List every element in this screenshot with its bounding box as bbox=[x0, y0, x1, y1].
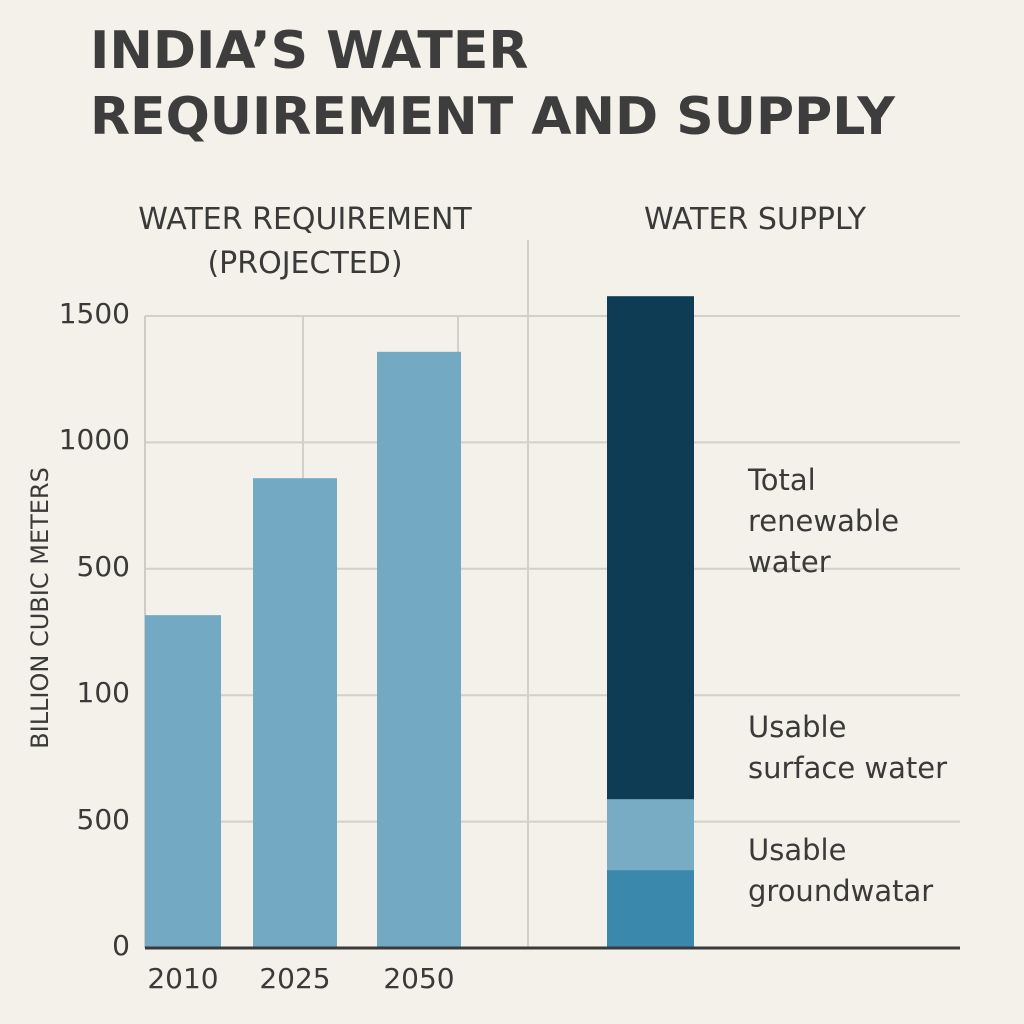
x-tick-label: 2025 bbox=[259, 962, 331, 995]
y-tick-label: 100 bbox=[76, 676, 130, 710]
x-tick-label: 2010 bbox=[147, 962, 219, 995]
bar bbox=[377, 351, 461, 948]
bar-segment bbox=[607, 870, 694, 948]
bar-segment bbox=[607, 799, 694, 871]
chart-title: INDIA’S WATER REQUIREMENT AND SUPPLY bbox=[90, 21, 895, 147]
x-tick-label: 2050 bbox=[383, 962, 455, 995]
legend-label: Usable groundwatar bbox=[748, 833, 934, 908]
y-tick-label: 1500 bbox=[58, 297, 130, 330]
y-tick-label: 500 bbox=[76, 549, 130, 583]
subtitle: WATER SUPPLY bbox=[643, 202, 867, 237]
bar bbox=[253, 478, 337, 948]
y-tick-label: 500 bbox=[76, 802, 130, 836]
y-tick-label: 1000 bbox=[58, 423, 130, 457]
bar bbox=[145, 615, 221, 948]
bar-segment bbox=[607, 296, 694, 800]
subtitle: WATER REQUIREMENT (PROJECTED) bbox=[138, 202, 472, 281]
legend-label: Total renewable water bbox=[748, 463, 900, 579]
y-tick-label: 0 bbox=[112, 929, 130, 962]
legend-label: Usable surface water bbox=[748, 710, 948, 785]
